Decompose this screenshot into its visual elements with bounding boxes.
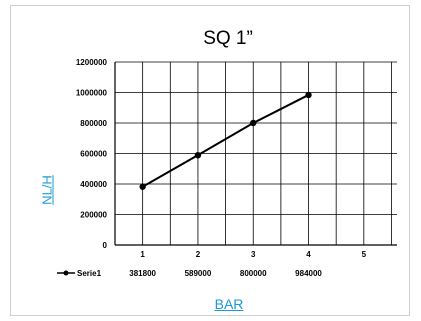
data-point [194,151,202,159]
chart-title: SQ 1” [203,28,253,49]
data-label: 589000 [185,269,212,278]
y-tick-label: 600000 [80,150,107,159]
series-line [142,94,309,188]
data-point [139,183,146,190]
y-tick-label: 1200000 [76,58,108,67]
x-tick-label: 3 [251,250,256,259]
x-tick-label: 5 [362,250,367,259]
data-point [250,119,257,127]
x-tick-label: 1 [140,250,145,259]
x-tick-label: 2 [196,250,201,259]
x-tick-label: 4 [306,250,311,259]
grid [115,61,397,245]
y-tick-label: 1000000 [76,89,108,98]
y-tick-label: 400000 [80,180,107,189]
data-label: 984000 [295,269,322,278]
chart-frame: SQ 1” NL/H BAR [10,5,410,316]
x-axis-label[interactable]: BAR [214,296,244,312]
y-tick-label: 0 [103,241,108,250]
y-tick-label: 200000 [80,211,107,220]
data-label: 381800 [129,269,156,278]
y-tick-label: 800000 [80,119,107,128]
data-label: 800000 [240,269,267,278]
labels: 0 200000 400000 600000 800000 1000000 1200000 1… [57,58,367,278]
legend-label: Serie1 [77,269,102,278]
series [139,91,312,190]
data-point [305,91,312,99]
axes [114,62,397,246]
legend-marker [63,270,69,276]
